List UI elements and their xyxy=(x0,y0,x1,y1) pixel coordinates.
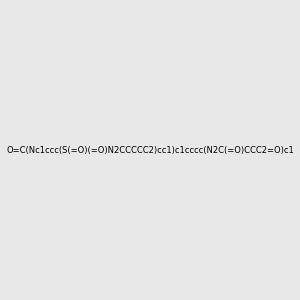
Text: O=C(Nc1ccc(S(=O)(=O)N2CCCCC2)cc1)c1cccc(N2C(=O)CCC2=O)c1: O=C(Nc1ccc(S(=O)(=O)N2CCCCC2)cc1)c1cccc(… xyxy=(6,146,294,154)
